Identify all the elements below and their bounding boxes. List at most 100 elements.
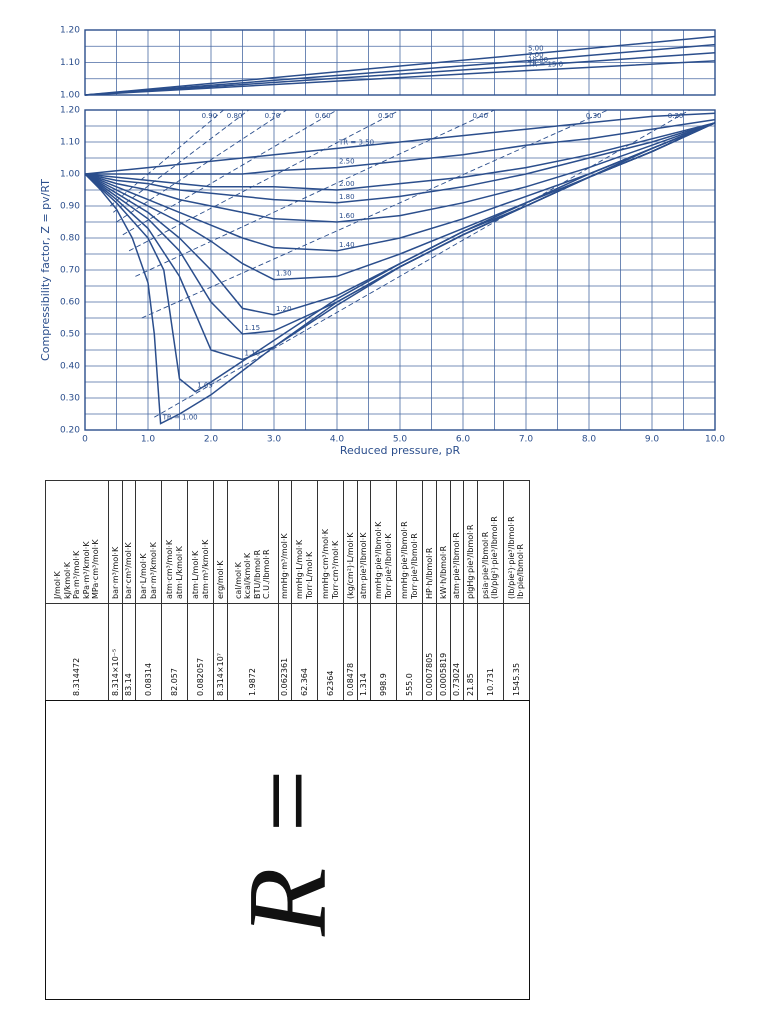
unit-line: BTU/lbmol·R <box>252 549 262 599</box>
y-tick-label: 1.10 <box>60 58 80 68</box>
y-tick-label: 0.50 <box>60 330 80 340</box>
unit-line: C.U./lbmol·R <box>262 549 272 599</box>
constant-units: (kg/cm²)·L/mol·K <box>343 480 358 604</box>
isotherm-curve <box>84 35 716 96</box>
plot-frame <box>84 29 716 96</box>
constant-symbol: R = <box>45 700 530 1000</box>
unit-line: mmHg·cm³/mol·K <box>321 528 331 599</box>
constant-value: 62364 <box>317 603 344 701</box>
isochore-curve <box>116 109 287 223</box>
unit-line: psia·pie³/lbmol·R <box>480 531 490 599</box>
constant-value: 8.314472 <box>45 603 109 701</box>
x-tick-label: 2.0 <box>204 435 219 445</box>
constant-units: bar·cm³/mol·K <box>122 480 136 604</box>
curve-label: TR = 15.0 <box>527 61 563 69</box>
x-tick-label: 4.0 <box>330 435 345 445</box>
constant-value: 82.057 <box>161 603 188 701</box>
isochore-curve <box>109 109 224 207</box>
isochore-curve <box>135 109 495 277</box>
x-tick-label: 0 <box>82 435 88 445</box>
isochore-curve <box>128 109 401 252</box>
constant-units: J/mol·K kJ/kmol·K Pa·m³/mol·K kPa·m³/kmol·K… <box>45 480 109 604</box>
gas-constant-table: R = 8.314472 J/mol·K kJ/kmol·K Pa·m³/mol·K kP… <box>45 480 530 1000</box>
curve-label: 1.15 <box>245 324 261 332</box>
isochore-curve <box>122 109 338 236</box>
unit-line: Torr·cm³/mol·K <box>330 540 340 599</box>
isotherm-curve <box>84 122 716 204</box>
y-tick-label: 1.20 <box>60 106 80 116</box>
unit-line: mmHg·pie³/lbmol·K <box>374 521 384 599</box>
unit-line: kJ/kmol·K <box>62 561 72 599</box>
x-axis-label: Reduced pressure, pR <box>340 444 461 457</box>
curve-label: 1.10 <box>245 350 261 358</box>
unit-line: HP·h/lbmol·R <box>424 547 434 599</box>
unit-line: bar·m³/kmol·K <box>148 542 158 599</box>
constant-value: 0.0007805 <box>422 603 437 701</box>
curve-label: 0.40 <box>473 112 489 120</box>
unit-line: erg/mol·K <box>215 560 225 599</box>
curve-label: 0.30 <box>586 112 602 120</box>
unit-line: J/mol·K <box>53 571 63 599</box>
curve-label: 1.60 <box>339 212 355 220</box>
constant-value: 21.85 <box>463 603 478 701</box>
constant-units: cal/mol·K kcal/kmol·K BTU/lbmol·R C.U./lbmo… <box>227 480 279 604</box>
curve-label: 1.05 <box>197 382 213 390</box>
isotherm-curve <box>84 122 716 281</box>
constant-units: bar·m³/mol·K <box>108 480 123 604</box>
x-tick-label: 9.0 <box>645 435 660 445</box>
unit-line: kPa·m³/kmol·K <box>81 541 91 599</box>
y-tick-label: 0.60 <box>60 298 80 308</box>
y-tick-label: 0.70 <box>60 266 80 276</box>
constant-value: 8.314×10⁻⁵ <box>108 603 123 701</box>
unit-line: atm·cm³/mol·K <box>165 539 175 599</box>
unit-line: bar·L/mol·K <box>139 553 149 599</box>
curve-label: 5.00 <box>528 44 544 52</box>
curve-label: 2.50 <box>339 158 355 166</box>
unit-line: MPa·cm³/mol·K <box>91 539 101 599</box>
curve-label: 1.20 <box>276 305 292 313</box>
constant-units: atm·pie³/lbmol·R <box>450 480 464 604</box>
curve-label: 2.00 <box>339 180 355 188</box>
curve-label: 0.80 <box>227 112 243 120</box>
constant-units: mmHg·m³/mol·K <box>278 480 292 604</box>
curve-label: 0.70 <box>265 112 281 120</box>
constant-units: mmHg·cm³/mol·K Torr·cm³/mol·K <box>317 480 344 604</box>
chart: Reduced pressure, pR Compressibility fac… <box>39 26 725 458</box>
y-tick-label: 1.00 <box>60 170 80 180</box>
curve-label: 1.80 <box>339 193 355 201</box>
unit-line: bar·m³/mol·K <box>110 546 120 599</box>
curve-label: 1.30 <box>276 270 292 278</box>
x-tick-label: 6.0 <box>456 435 471 445</box>
curve-label: 0.20 <box>668 112 684 120</box>
curve-label: TR = 1.00 <box>162 414 198 422</box>
x-tick-label: 8.0 <box>582 435 597 445</box>
x-tick-label: 1.0 <box>141 435 156 445</box>
unit-line: (lb/pie²)·pie³/lbmol·R <box>506 516 516 599</box>
unit-line: kW·h/lbmol·R <box>438 545 448 599</box>
unit-line: Torr·pie³/lbmol·K <box>383 533 393 599</box>
constant-value: 1545.35 <box>503 603 530 701</box>
curve-label: 0.60 <box>315 112 331 120</box>
isochore-curve <box>154 109 691 418</box>
isotherm-curve <box>85 118 716 175</box>
constant-units: erg/mol·K <box>213 480 228 604</box>
curve-label: TR = 3.50 <box>338 138 374 146</box>
unit-line: bar·cm³/mol·K <box>124 542 134 599</box>
curve-label: 10.00 <box>528 56 548 64</box>
constant-value: 555.0 <box>396 603 423 701</box>
y-tick-label: 0.20 <box>60 426 80 436</box>
y-tick-label: 0.90 <box>60 202 80 212</box>
unit-line: Torr·pie³/lbmol·R <box>409 533 419 599</box>
y-axis-label: Compressibility factor, Z = pv/RT <box>39 179 52 361</box>
curve-label: 7.00 <box>528 51 544 59</box>
table-row: R = 8.314472 J/mol·K kJ/kmol·K Pa·m³/mol·K kP… <box>45 480 530 1000</box>
unit-line: atm·pie³/lbmol·R <box>452 532 462 599</box>
isotherm-curve <box>84 122 716 223</box>
constant-value: 0.08314 <box>135 603 162 701</box>
constant-value: 0.0005819 <box>436 603 451 701</box>
constant-value: 1.314 <box>357 603 371 701</box>
constant-value: 8.314×10⁷ <box>213 603 228 701</box>
y-tick-label: 0.30 <box>60 394 80 404</box>
constant-value: 83.14 <box>122 603 136 701</box>
